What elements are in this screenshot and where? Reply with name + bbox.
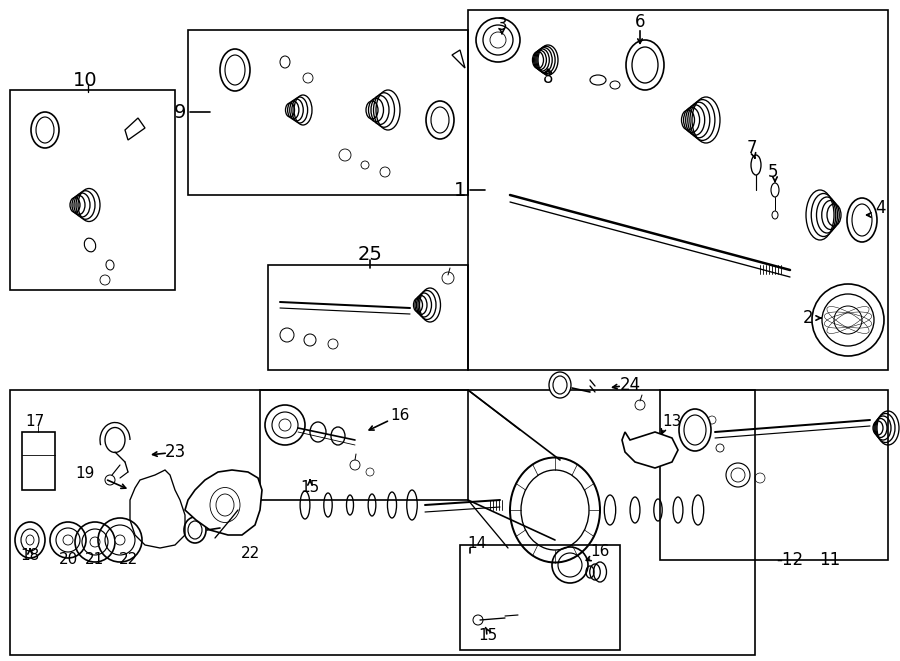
Polygon shape	[185, 470, 262, 535]
Polygon shape	[130, 470, 185, 548]
Text: 11: 11	[819, 551, 841, 569]
Polygon shape	[622, 432, 678, 468]
Text: 22: 22	[119, 553, 138, 568]
Text: 19: 19	[76, 465, 94, 481]
Bar	[268, 265, 468, 370]
Text: 21: 21	[86, 553, 104, 568]
Text: 13: 13	[662, 414, 681, 430]
Circle shape	[812, 284, 884, 356]
Text: 15: 15	[479, 627, 498, 642]
Circle shape	[90, 537, 100, 547]
Text: 24: 24	[619, 376, 641, 394]
Text: 2: 2	[803, 309, 814, 327]
Text: 14: 14	[467, 535, 486, 551]
Text: 10: 10	[73, 71, 97, 89]
Text: 6: 6	[634, 13, 645, 31]
Circle shape	[476, 18, 520, 62]
Text: 8: 8	[543, 69, 553, 87]
Text: 9: 9	[174, 102, 186, 122]
Circle shape	[63, 535, 73, 545]
Text: 22: 22	[240, 545, 259, 561]
Bar	[468, 10, 888, 370]
Text: 18: 18	[21, 547, 40, 563]
Text: 16: 16	[391, 407, 410, 422]
Polygon shape	[125, 118, 145, 140]
Ellipse shape	[679, 409, 711, 451]
Text: 23: 23	[165, 443, 185, 461]
Text: 5: 5	[768, 163, 778, 181]
Polygon shape	[452, 50, 465, 68]
Bar	[188, 30, 468, 195]
Bar	[660, 390, 888, 560]
Ellipse shape	[626, 40, 664, 90]
Text: 16: 16	[590, 545, 609, 559]
Bar	[10, 90, 175, 290]
Text: 7: 7	[747, 139, 757, 157]
Bar	[260, 390, 468, 500]
Text: 17: 17	[25, 414, 44, 430]
Bar	[460, 545, 620, 650]
Text: 20: 20	[58, 553, 77, 568]
Ellipse shape	[220, 49, 250, 91]
Ellipse shape	[847, 198, 877, 242]
Bar	[22, 432, 55, 490]
Circle shape	[115, 535, 125, 545]
Text: 25: 25	[357, 245, 382, 264]
Ellipse shape	[549, 372, 571, 398]
Ellipse shape	[31, 112, 59, 148]
Text: 1: 1	[454, 180, 466, 200]
Ellipse shape	[426, 101, 454, 139]
Text: 4: 4	[875, 199, 886, 217]
Bar	[10, 390, 755, 655]
Text: 15: 15	[301, 481, 320, 496]
Text: -12: -12	[776, 551, 803, 569]
Text: 3: 3	[497, 16, 508, 34]
